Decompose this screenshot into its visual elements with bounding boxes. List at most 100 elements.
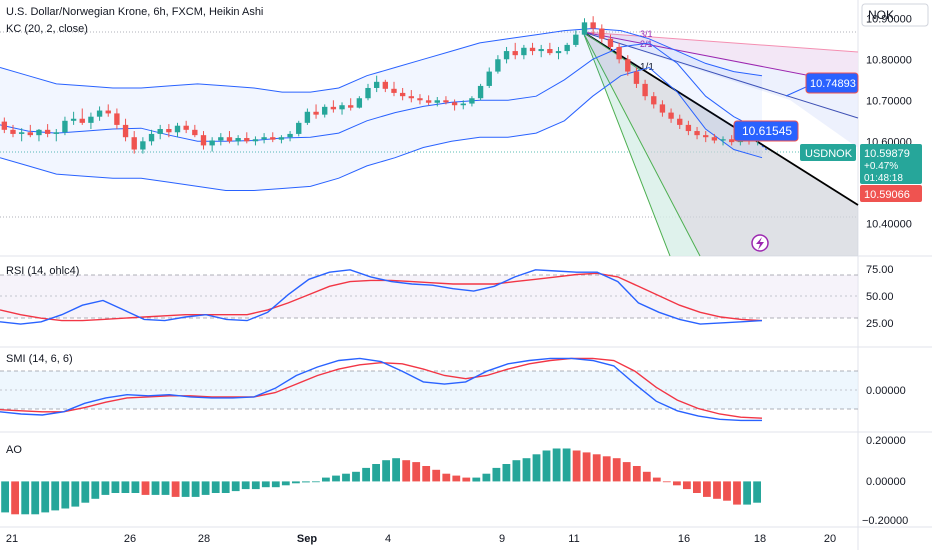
candle — [503, 46, 510, 64]
candle — [590, 16, 596, 35]
ao-bar — [271, 481, 280, 488]
ao-tick-0: 0.00000 — [866, 476, 906, 488]
line-level-tag: 10.61545 — [733, 120, 799, 142]
svg-text:01:48:18: 01:48:18 — [864, 173, 903, 184]
candle — [425, 95, 432, 106]
ao-bar — [622, 462, 631, 482]
ao-bar — [582, 452, 591, 482]
candle — [192, 124, 198, 138]
candle — [287, 131, 293, 142]
candle — [261, 133, 267, 144]
candle — [659, 100, 666, 117]
candle — [616, 42, 622, 64]
ao-bar — [693, 481, 701, 493]
candle — [166, 124, 172, 138]
svg-text:USDNOK: USDNOK — [805, 148, 853, 160]
rsi-label: RSI (14, ohlc4) — [6, 265, 79, 277]
ao-bar — [111, 481, 120, 493]
ao-bar — [673, 481, 681, 486]
ao-bar — [131, 481, 140, 493]
candle — [1, 117, 8, 134]
candle — [330, 100, 337, 113]
candle — [252, 136, 259, 146]
candle — [36, 129, 42, 142]
candle — [729, 135, 735, 146]
candle — [538, 44, 544, 58]
ao-bar — [542, 450, 551, 482]
time-axis[interactable]: 21 26 28 Sep 4 9 11 16 18 20 — [6, 533, 836, 545]
ao-bar — [1, 481, 10, 513]
rsi-pane — [0, 269, 858, 325]
candle — [685, 120, 692, 136]
ao-bar — [91, 481, 100, 499]
time-tick: 28 — [198, 533, 210, 545]
symbol-tag: USDNOK — [800, 144, 856, 161]
ao-bar — [251, 481, 260, 490]
candle — [573, 30, 579, 47]
ao-bar — [191, 481, 200, 497]
ao-bar — [352, 471, 360, 482]
ao-bar — [101, 481, 110, 495]
ao-bar — [733, 481, 741, 505]
ao-bar — [161, 481, 170, 495]
ao-bar — [221, 481, 230, 493]
candle — [79, 108, 85, 125]
svg-text:10.59879: 10.59879 — [864, 148, 910, 160]
ao-bar — [723, 481, 731, 501]
ao-bar — [743, 481, 751, 505]
fan-line-green-2 — [582, 31, 671, 257]
candle — [694, 126, 700, 140]
candle — [339, 102, 345, 115]
ao-bar — [703, 481, 711, 497]
ao-bar — [532, 454, 541, 482]
candle — [555, 46, 562, 60]
ao-bar — [462, 477, 471, 482]
ao-bar — [592, 454, 601, 482]
candle — [677, 114, 683, 129]
candle — [114, 108, 120, 129]
ao-bar — [492, 467, 501, 482]
candle — [44, 124, 51, 138]
ao-bar — [612, 458, 621, 482]
candle — [633, 67, 640, 88]
candle — [62, 116, 68, 136]
lightning-icon — [756, 237, 764, 250]
rsi-tick-50: 50.00 — [866, 291, 894, 303]
candle — [131, 131, 137, 154]
smi-label: SMI (14, 6, 6) — [6, 353, 73, 365]
candle — [547, 42, 553, 56]
candle — [183, 120, 189, 134]
ao-bar — [683, 481, 691, 490]
smi-signal-line — [0, 357, 763, 419]
ao-bar — [652, 477, 661, 482]
fan-line-purple-1 — [582, 31, 859, 53]
ao-tick-neg-0-2: −0.20000 — [862, 515, 908, 527]
lightning-marker[interactable] — [751, 234, 769, 252]
candle — [88, 112, 94, 129]
smi-line — [0, 357, 762, 422]
candle — [365, 83, 371, 101]
candle — [703, 131, 709, 143]
ao-bar — [522, 458, 531, 482]
ao-bar — [322, 477, 330, 482]
ao-bar — [422, 466, 431, 482]
ao-bar — [332, 475, 340, 482]
candle — [599, 24, 605, 43]
candle — [348, 98, 354, 111]
candle — [270, 132, 276, 143]
candle — [373, 75, 380, 93]
ao-bar — [662, 481, 671, 483]
currency-button[interactable]: NOK — [861, 3, 929, 27]
candle — [148, 129, 155, 146]
candle — [651, 92, 657, 109]
ao-bar — [412, 462, 421, 482]
ao-bar — [312, 481, 320, 483]
ao-bar — [81, 481, 90, 503]
fan-label-3-1: 3/1 — [640, 29, 653, 39]
ao-bar — [292, 481, 300, 484]
ao-bar — [372, 464, 380, 482]
candle — [625, 55, 631, 76]
prev-close-tag: 10.59066 — [860, 185, 922, 202]
ao-bar — [482, 473, 491, 482]
